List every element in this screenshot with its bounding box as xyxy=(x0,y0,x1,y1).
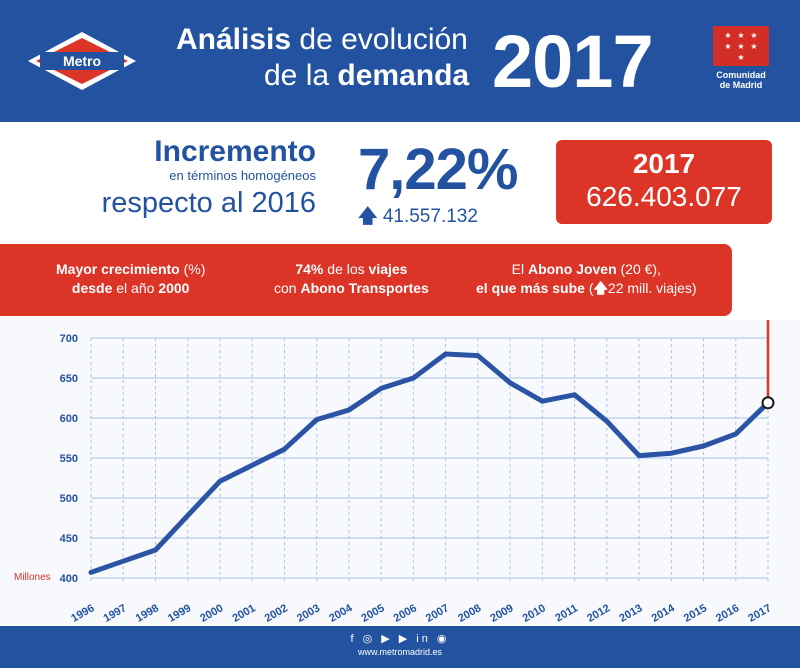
fact-3-f: 22 mill. viajes) xyxy=(607,280,697,296)
y-tick-label: 650 xyxy=(60,373,78,385)
series-line xyxy=(88,351,771,575)
metro-logo: Metro xyxy=(28,32,136,90)
title-pre-2: de la xyxy=(264,59,338,92)
total-card-year: 2017 xyxy=(632,148,696,179)
footer-url[interactable]: www.metromadrid.es xyxy=(357,647,443,657)
comunidad-madrid-label: Comunidad de Madrid xyxy=(712,70,770,90)
fact-2: 74% de los viajes con Abono Transportes xyxy=(274,260,429,298)
star-icon: ★ xyxy=(737,30,745,40)
fact-2-e: Abono Transportes xyxy=(300,280,429,296)
y-tick-label: 550 xyxy=(60,453,78,465)
header-banner: Metro Análisis de evolución de la demand… xyxy=(0,0,800,122)
star-icon: ★ xyxy=(737,41,745,51)
increment-block: Incremento en términos homogéneos respec… xyxy=(76,136,316,220)
footer: f ◎ ▶ ▶ in ◉ www.metromadrid.es xyxy=(0,626,800,668)
fact-1-a: Mayor crecimiento xyxy=(56,261,180,277)
star-icon: ★ xyxy=(750,30,758,40)
fact-2-a: 74% xyxy=(295,261,324,277)
total-card: 2017 626.403.077 xyxy=(556,140,772,224)
page-title: Análisis de evolución de la demanda xyxy=(176,22,469,94)
fact-2-d: con xyxy=(274,280,301,296)
total-card-value: 626.403.077 xyxy=(586,181,742,212)
fact-1-c: desde xyxy=(71,280,113,296)
fact-3-b: Abono Joven xyxy=(527,261,617,277)
star-icon: ★ xyxy=(750,41,758,51)
increment-delta: 🡅 41.557.132 xyxy=(358,202,478,234)
title-rest-1: de evolución xyxy=(291,23,468,56)
increment-respect: respecto al 2016 xyxy=(101,187,316,219)
star-icon: ★ xyxy=(724,30,732,40)
y-tick-label: 450 xyxy=(60,533,78,545)
y-axis-label: Millones xyxy=(14,572,51,583)
star-icon: ★ xyxy=(724,41,732,51)
highlight-point xyxy=(761,396,775,410)
fact-1: Mayor crecimiento (%) desde el año 2000 xyxy=(56,260,205,298)
fact-3-c: (20 €), xyxy=(616,261,661,277)
facts-band: Mayor crecimiento (%) desde el año 2000 … xyxy=(0,244,732,316)
fact-2-c: viajes xyxy=(368,261,408,277)
y-tick-label: 600 xyxy=(60,413,78,425)
fact-1-d: el año xyxy=(112,280,159,296)
fact-1-b: (%) xyxy=(179,261,206,277)
fact-3-e: ( xyxy=(584,280,594,296)
title-bold-2: demanda xyxy=(337,59,470,92)
cam-line-2: de Madrid xyxy=(719,80,763,90)
fact-2-b: de los xyxy=(323,261,369,277)
madrid-flag-icon: ★ ★ ★ ★ ★ ★ ★ xyxy=(713,26,769,66)
fact-1-e: 2000 xyxy=(158,280,190,296)
star-icon: ★ xyxy=(737,52,745,62)
cam-line-1: Comunidad xyxy=(716,70,766,80)
increment-percent: 7,22% xyxy=(358,137,518,202)
title-bold-1: Análisis xyxy=(176,23,292,56)
y-tick-label: 700 xyxy=(60,333,78,345)
title-year: 2017 xyxy=(492,20,654,103)
metro-logo-text: Metro xyxy=(63,53,101,69)
fact-3: El Abono Joven (20 €), el que más sube (… xyxy=(476,260,697,298)
y-tick-label: 500 xyxy=(60,493,78,505)
arrow-up-icon: 🡅 xyxy=(593,280,608,296)
increment-subtitle: en términos homogéneos xyxy=(169,168,316,183)
increment-delta-value: 41.557.132 xyxy=(382,206,478,227)
social-icons[interactable]: f ◎ ▶ ▶ in ◉ xyxy=(350,633,450,645)
arrow-up-icon: 🡅 xyxy=(358,206,378,227)
increment-title: Incremento xyxy=(154,135,316,168)
fact-3-a: El xyxy=(511,261,528,277)
y-tick-label: 400 xyxy=(60,573,78,585)
comunidad-madrid-logo: ★ ★ ★ ★ ★ ★ ★ Comunidad de Madrid xyxy=(712,26,770,90)
fact-3-d: el que más sube xyxy=(476,280,585,296)
